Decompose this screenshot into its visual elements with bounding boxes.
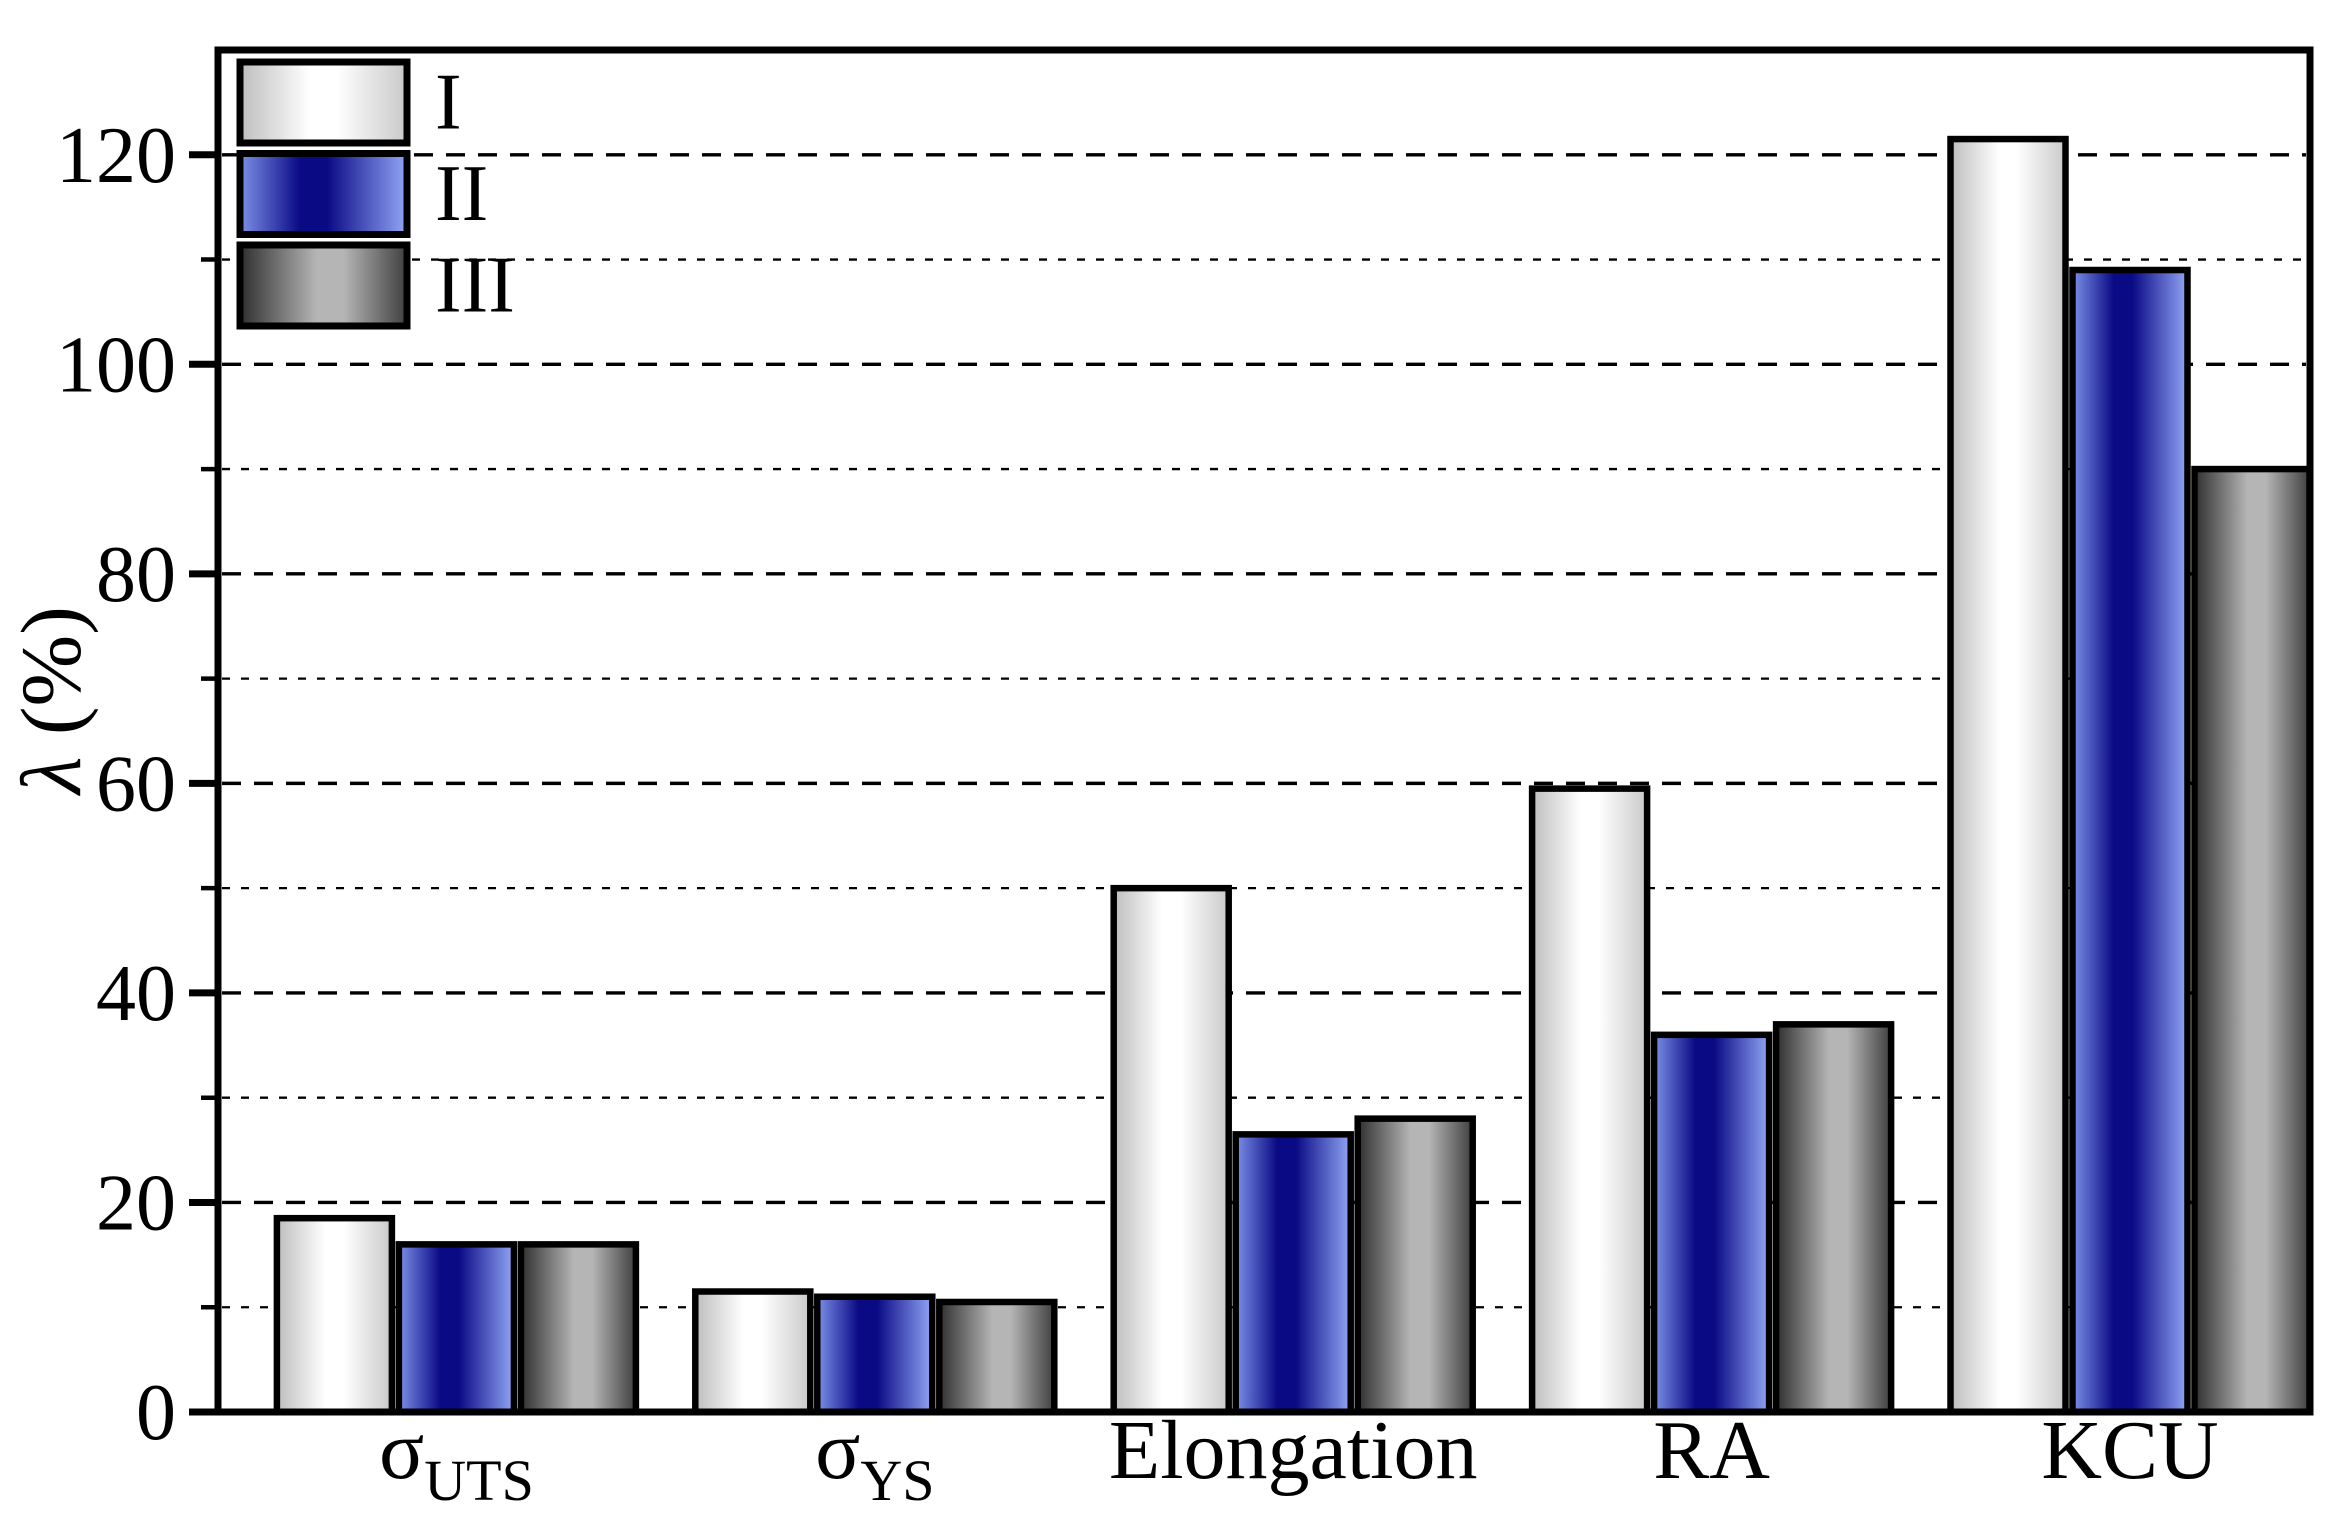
bar-series-II-1 — [395, 1241, 518, 1416]
bar-series-III-5 — [2191, 465, 2313, 1416]
x-category-label: σYS — [815, 1404, 934, 1513]
y-tick-label: 0 — [136, 1369, 176, 1457]
bar-series-III-2 — [936, 1298, 1058, 1416]
bar-series-I-3 — [1110, 884, 1232, 1416]
y-tick-label: 20 — [96, 1159, 176, 1247]
bar-series-II-4 — [1650, 1031, 1773, 1416]
y-axis-title: λ (%) — [3, 606, 99, 797]
bar-series-I-5 — [1947, 135, 2069, 1416]
legend-label-III: III — [435, 242, 515, 330]
legend-label-I: I — [435, 59, 462, 147]
y-tick-label: 40 — [96, 950, 176, 1038]
bar-series-I-4 — [1528, 785, 1651, 1416]
y-tick-label: 80 — [96, 531, 176, 619]
bar-series-I-2 — [692, 1288, 814, 1416]
plot-frame — [214, 46, 2314, 1416]
x-category-label: σUTS — [379, 1404, 534, 1513]
bar-series-III-1 — [517, 1241, 640, 1416]
bar-series-I-1 — [273, 1214, 396, 1416]
bar-series-III-4 — [1772, 1021, 1895, 1416]
x-category-label: Elongation — [1109, 1404, 1478, 1497]
bar-series-II-5 — [2069, 266, 2191, 1416]
bar-series-II-2 — [814, 1293, 936, 1416]
legend-label-II: II — [435, 150, 488, 238]
bar-series-II-3 — [1232, 1131, 1354, 1416]
y-tick-label: 60 — [96, 740, 176, 828]
bar-series-III-3 — [1354, 1115, 1476, 1416]
legend-swatch-II — [236, 150, 411, 238]
legend-swatch-I — [236, 58, 411, 147]
y-tick-label: 100 — [56, 321, 176, 409]
x-category-label: KCU — [2041, 1404, 2218, 1497]
x-category-label: RA — [1653, 1404, 1770, 1497]
legend-swatch-III — [236, 241, 411, 330]
y-tick-label: 120 — [56, 112, 176, 200]
